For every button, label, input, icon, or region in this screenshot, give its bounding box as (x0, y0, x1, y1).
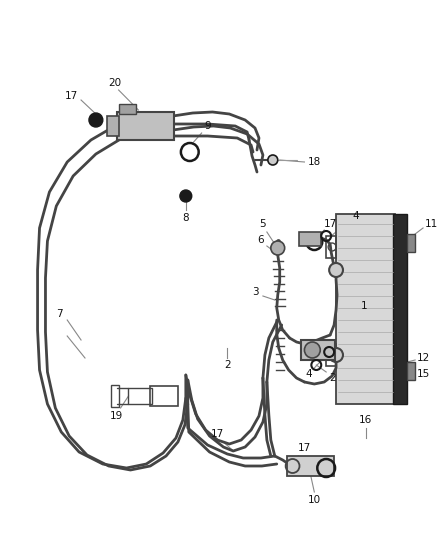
Circle shape (329, 263, 343, 277)
Text: 20: 20 (108, 78, 121, 88)
Text: 17: 17 (324, 219, 337, 229)
Bar (111, 385, 119, 407)
Text: 17: 17 (298, 443, 311, 453)
Text: 1: 1 (360, 301, 367, 311)
Text: 19: 19 (110, 411, 123, 421)
Bar (128, 388, 152, 404)
Text: 5: 5 (260, 219, 266, 229)
Bar (286, 456, 334, 476)
Bar (301, 340, 335, 360)
Circle shape (268, 155, 278, 165)
Bar (117, 112, 174, 140)
Bar (150, 386, 178, 406)
Bar (326, 236, 336, 258)
Circle shape (329, 348, 343, 362)
Circle shape (180, 190, 192, 202)
Bar (407, 362, 415, 380)
Text: 6: 6 (258, 235, 264, 245)
Text: 16: 16 (359, 415, 372, 425)
Text: 3: 3 (252, 287, 258, 297)
Text: 15: 15 (417, 369, 430, 379)
Text: 18: 18 (307, 157, 321, 167)
Text: 4: 4 (353, 211, 359, 221)
Text: 17: 17 (64, 91, 78, 101)
Bar (119, 104, 136, 114)
Bar (393, 214, 407, 404)
Text: 4: 4 (305, 369, 312, 379)
Text: 17: 17 (211, 429, 224, 439)
Text: 10: 10 (308, 495, 321, 505)
Text: 8: 8 (183, 213, 189, 223)
Circle shape (271, 241, 285, 255)
Circle shape (89, 113, 103, 127)
Text: 2: 2 (224, 360, 231, 370)
Bar (300, 232, 321, 246)
Text: 7: 7 (56, 309, 63, 319)
Text: 11: 11 (424, 219, 438, 229)
Text: 12: 12 (417, 353, 430, 363)
Text: 2: 2 (329, 373, 336, 383)
Text: 9: 9 (204, 121, 211, 131)
Circle shape (304, 342, 320, 358)
Bar (326, 344, 336, 366)
Bar (336, 214, 396, 404)
Bar (107, 116, 119, 136)
Bar (407, 234, 415, 252)
